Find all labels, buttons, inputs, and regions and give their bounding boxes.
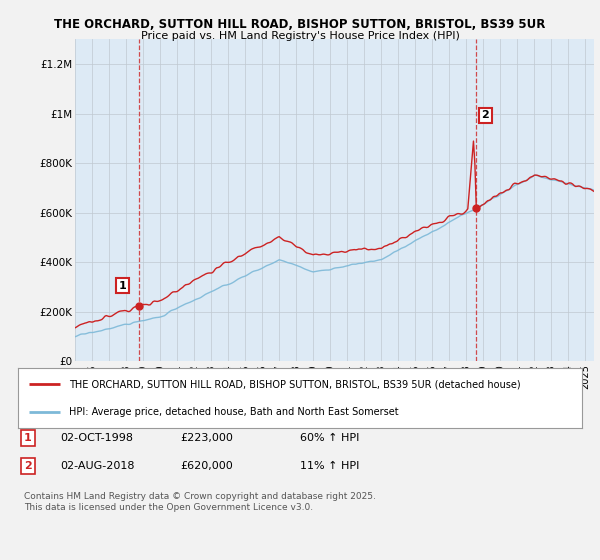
Text: Contains HM Land Registry data © Crown copyright and database right 2025.
This d: Contains HM Land Registry data © Crown c… [24,492,376,512]
Text: Price paid vs. HM Land Registry's House Price Index (HPI): Price paid vs. HM Land Registry's House … [140,31,460,41]
Text: 11% ↑ HPI: 11% ↑ HPI [300,461,359,471]
Text: HPI: Average price, detached house, Bath and North East Somerset: HPI: Average price, detached house, Bath… [69,407,398,417]
Text: 2: 2 [481,110,489,120]
Text: 2: 2 [24,461,32,471]
Text: THE ORCHARD, SUTTON HILL ROAD, BISHOP SUTTON, BRISTOL, BS39 5UR: THE ORCHARD, SUTTON HILL ROAD, BISHOP SU… [55,18,545,31]
Text: 1: 1 [118,281,126,291]
Text: 1: 1 [24,433,32,443]
Text: £620,000: £620,000 [180,461,233,471]
Text: 60% ↑ HPI: 60% ↑ HPI [300,433,359,443]
Text: 02-AUG-2018: 02-AUG-2018 [60,461,134,471]
Text: THE ORCHARD, SUTTON HILL ROAD, BISHOP SUTTON, BRISTOL, BS39 5UR (detached house): THE ORCHARD, SUTTON HILL ROAD, BISHOP SU… [69,379,520,389]
Text: 02-OCT-1998: 02-OCT-1998 [60,433,133,443]
Text: £223,000: £223,000 [180,433,233,443]
